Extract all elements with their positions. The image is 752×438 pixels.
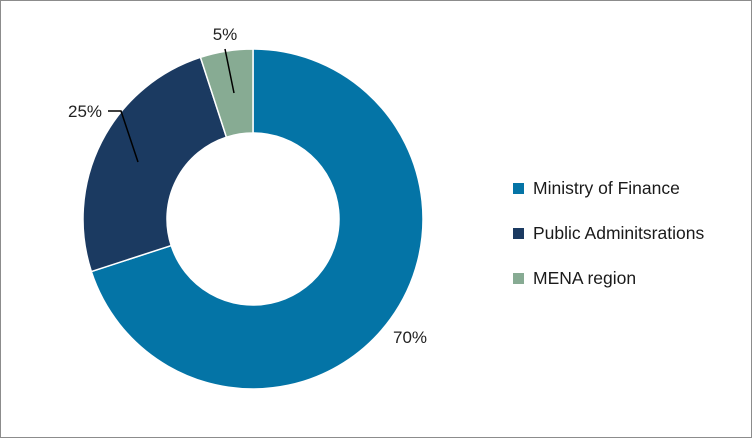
slice-mena-region xyxy=(199,48,254,139)
data-label-ministry-of-finance: 70% xyxy=(393,328,427,347)
legend-item-ministry-of-finance: Ministry of Finance xyxy=(513,166,704,211)
data-label-mena-region: 5% xyxy=(213,25,238,44)
legend-item-public-adminitsrations: Public Adminitsrations xyxy=(513,211,704,256)
legend-swatch-ministry-of-finance xyxy=(513,183,524,194)
leader-line-group xyxy=(108,48,235,163)
legend-label: Public Adminitsrations xyxy=(533,223,705,243)
legend-label: MENA region xyxy=(533,268,637,288)
slice-group xyxy=(82,48,424,390)
legend-swatch-mena-region xyxy=(513,273,524,284)
legend-label: Ministry of Finance xyxy=(533,178,680,198)
legend: Ministry of Finance Public Adminitsratio… xyxy=(513,166,704,301)
legend-swatch-public-adminitsrations xyxy=(513,228,524,239)
leader-line-public-adminitsrations xyxy=(108,110,139,163)
slice-ministry-of-finance xyxy=(90,48,424,390)
data-label-group: 70% 25% 5% xyxy=(68,25,427,347)
legend-item-mena-region: MENA region xyxy=(513,256,704,301)
data-label-public-adminitsrations: 25% xyxy=(68,102,102,121)
slice-public-adminitsrations xyxy=(82,56,228,273)
leader-line-mena-region xyxy=(224,48,235,94)
